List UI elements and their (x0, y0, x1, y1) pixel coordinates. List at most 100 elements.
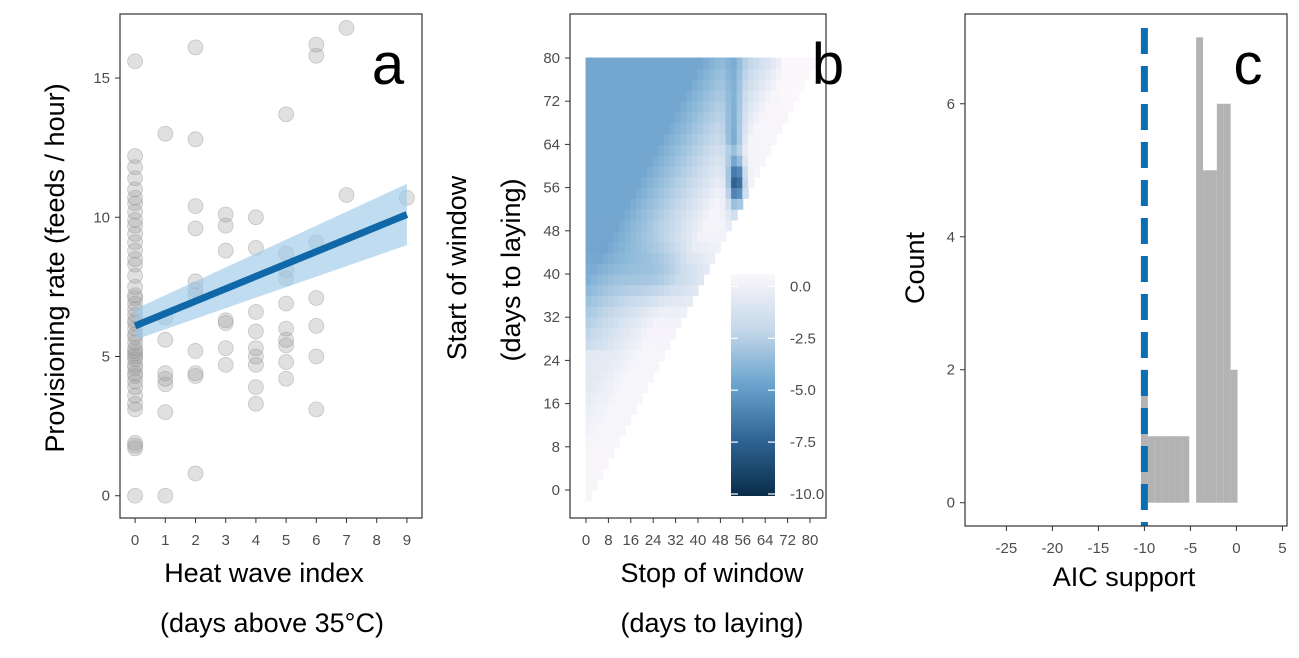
heatmap-cell (602, 122, 609, 135)
heatmap-cell (630, 143, 637, 156)
heatmap-cell (686, 187, 693, 199)
heatmap-cell (669, 197, 677, 210)
heatmap-cell (585, 489, 593, 502)
heatmap-cell (663, 327, 671, 340)
heatmap-cell (585, 230, 593, 243)
heatmap-cell (591, 100, 598, 113)
heatmap-cell (602, 133, 609, 145)
heatmap-cell (703, 111, 710, 124)
heatmap-cell (686, 57, 693, 70)
data-point (127, 359, 144, 376)
heatmap-cell (607, 359, 615, 372)
heatmap-cell (596, 208, 604, 221)
heatmap-cell (596, 133, 604, 145)
heatmap-cell (630, 197, 637, 210)
data-point (247, 323, 264, 340)
heatmap-cell (714, 208, 721, 221)
heatmap-cell (635, 349, 643, 361)
heatmap-cell (635, 187, 643, 199)
heatmap-cell (613, 89, 621, 102)
data-point (187, 368, 204, 384)
heatmap-cell (624, 370, 632, 383)
heatmap-cell (647, 187, 654, 199)
heatmap-cell (731, 187, 738, 199)
heatmap-cell (675, 165, 682, 178)
heatmap-cell (630, 359, 637, 372)
heatmap-cell (658, 111, 665, 124)
heatmap-cell (759, 100, 766, 113)
heatmap-cell (641, 370, 649, 383)
heatmap-cell (635, 122, 643, 135)
heatmap-cell (607, 89, 615, 102)
heatmap-cell (630, 111, 637, 124)
heatmap-cell (624, 392, 632, 405)
heatmap-cell (585, 392, 593, 405)
heatmap-cell (714, 111, 721, 124)
data-point (127, 212, 144, 228)
heatmap-cell (641, 359, 649, 372)
heatmap-cell (663, 251, 671, 264)
heatmap-cell (675, 316, 682, 329)
heatmap-cell (619, 79, 626, 91)
heatmap-cell (691, 89, 699, 102)
heatmap-cell (669, 327, 677, 340)
heatmap-cell (602, 176, 609, 189)
heatmap-cell (658, 122, 665, 135)
heatmap-cell (619, 305, 626, 318)
data-point (217, 312, 234, 329)
heatmap-cell (663, 143, 671, 156)
heatmap-cell (630, 295, 637, 307)
heatmap-cell (686, 176, 693, 189)
heatmap-cell (591, 478, 598, 491)
heatmap-cell (691, 154, 699, 167)
heatmap-cell (708, 154, 716, 167)
heatmap-cell (591, 273, 598, 286)
heatmap-cell (736, 100, 744, 113)
heatmap-cell (607, 165, 615, 178)
heatmap-cell (635, 100, 643, 113)
heatmap-cell (596, 381, 604, 394)
heatmap-cell (759, 111, 766, 124)
heatmap-cell (675, 208, 682, 221)
heatmap-cell (675, 154, 682, 167)
heatmap-cell (686, 165, 693, 178)
heatmap-cell (641, 187, 649, 199)
heatmap-cell (658, 79, 665, 91)
heatmap-cell (686, 100, 693, 113)
heatmap-cell (680, 208, 688, 221)
heatmap-cell (708, 133, 716, 145)
heatmap-cell (719, 176, 727, 189)
heatmap-cell (635, 79, 643, 91)
heatmap-cell (725, 176, 733, 189)
heatmap-cell (691, 219, 699, 232)
heatmap-cell (708, 122, 716, 135)
heatmap-cell (635, 392, 643, 405)
heatmap-cell (803, 68, 811, 81)
heatmap-cell (686, 251, 693, 264)
heatmap-cell (630, 100, 637, 113)
heatmap-cell (714, 89, 721, 102)
x-axis-subtitle: (days above 35°C) (160, 608, 384, 638)
heatmap-cell (725, 187, 733, 199)
heatmap-cell (613, 327, 621, 340)
heatmap-cell (624, 79, 632, 91)
tick-label: 32 (667, 532, 684, 549)
data-point (127, 234, 144, 251)
heatmap-cell (591, 57, 598, 70)
heatmap-cell (630, 316, 637, 329)
heatmap-cell (703, 241, 710, 253)
heatmap-cell (602, 413, 609, 426)
heatmap-cell (602, 89, 609, 102)
heatmap-cell (725, 197, 733, 210)
heatmap-cell (658, 187, 665, 199)
heatmap-cell (613, 316, 621, 329)
heatmap-cell (775, 57, 783, 70)
heatmap-cell (602, 241, 609, 253)
heatmap-cell (591, 219, 598, 232)
tick-label: 8 (552, 439, 560, 456)
heatmap-cell (624, 219, 632, 232)
heatmap-cell (669, 219, 677, 232)
heatmap-cell (624, 305, 632, 318)
heatmap-cell (675, 176, 682, 189)
heatmap-cell (658, 176, 665, 189)
